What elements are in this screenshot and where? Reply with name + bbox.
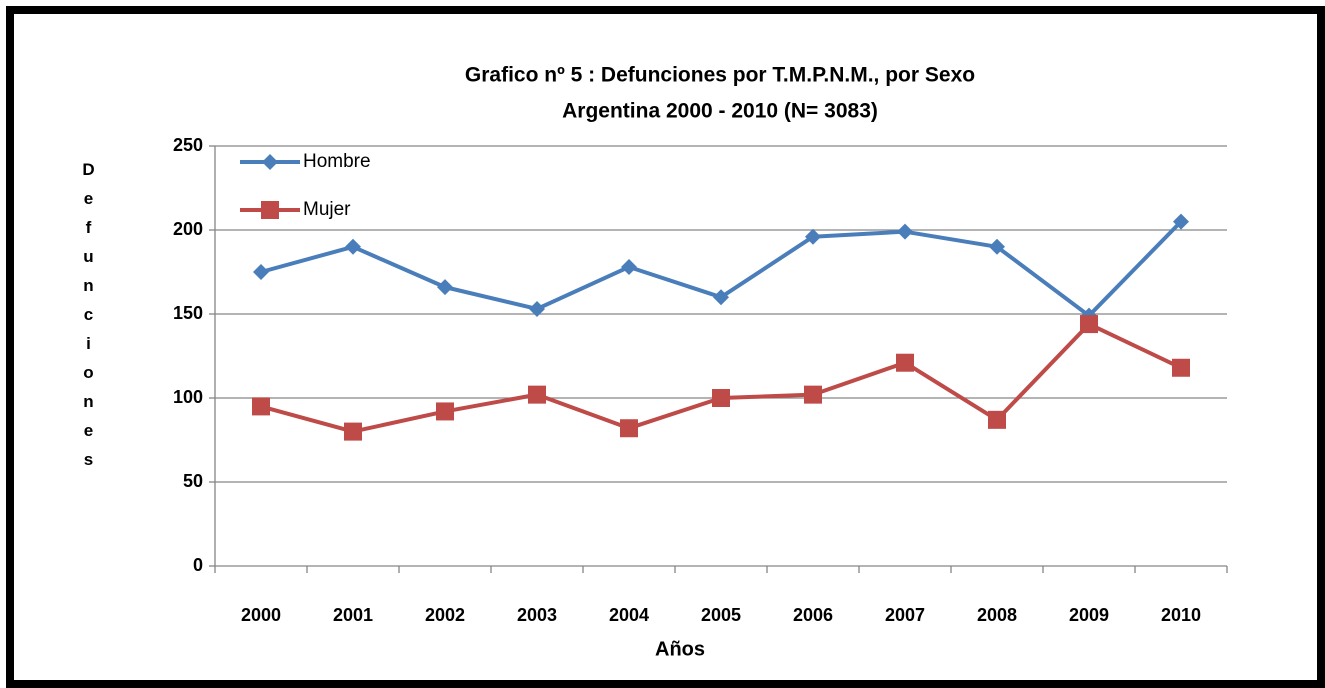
y-tick-label: 0 [193, 555, 203, 575]
point [252, 397, 270, 416]
chart-frame [6, 6, 1325, 688]
y-tick-label: 200 [173, 219, 203, 239]
point [1173, 213, 1189, 230]
point [988, 410, 1006, 429]
x-tick-label: 2010 [1161, 605, 1201, 625]
x-tick-label: 2002 [425, 605, 465, 625]
point [1172, 358, 1190, 377]
x-tick-label: 2006 [793, 605, 833, 625]
point [528, 385, 546, 404]
y-axis-label: Defunciones [79, 160, 98, 479]
x-tick-label: 2007 [885, 605, 925, 625]
point [804, 385, 822, 404]
point [712, 389, 730, 407]
chart-title: Grafico nº 5 : Defunciones por T.M.P.N.M… [465, 64, 975, 87]
x-tick-label: 2005 [701, 605, 741, 625]
legend-marker [261, 201, 279, 219]
x-axis-label: Años [655, 638, 705, 660]
x-tick-label: 2009 [1069, 605, 1109, 625]
y-tick-label: 250 [173, 135, 203, 155]
point [620, 419, 638, 438]
point [529, 300, 545, 317]
y-tick-label: 150 [173, 303, 203, 323]
y-tick-label: 50 [183, 471, 203, 491]
x-tick-label: 2008 [977, 605, 1017, 625]
y-tick-label: 100 [173, 387, 203, 407]
point [253, 264, 269, 280]
point [621, 258, 637, 275]
point [345, 238, 361, 255]
legend-label: Mujer [303, 199, 351, 220]
x-tick-label: 2004 [609, 605, 649, 625]
point [436, 402, 454, 421]
point [344, 422, 362, 441]
series-line [260, 322, 1182, 434]
point [805, 228, 821, 245]
point [989, 238, 1005, 255]
x-tick-label: 2001 [333, 605, 373, 625]
legend-label: Hombre [303, 151, 371, 172]
chart-subtitle: Argentina 2000 - 2010 (N= 3083) [562, 100, 878, 123]
point [437, 279, 453, 296]
point [897, 223, 913, 240]
point [713, 289, 729, 306]
legend-marker [262, 154, 278, 170]
point [1080, 315, 1098, 334]
x-tick-label: 2000 [241, 605, 281, 625]
x-tick-label: 2003 [517, 605, 557, 625]
point [896, 353, 914, 372]
